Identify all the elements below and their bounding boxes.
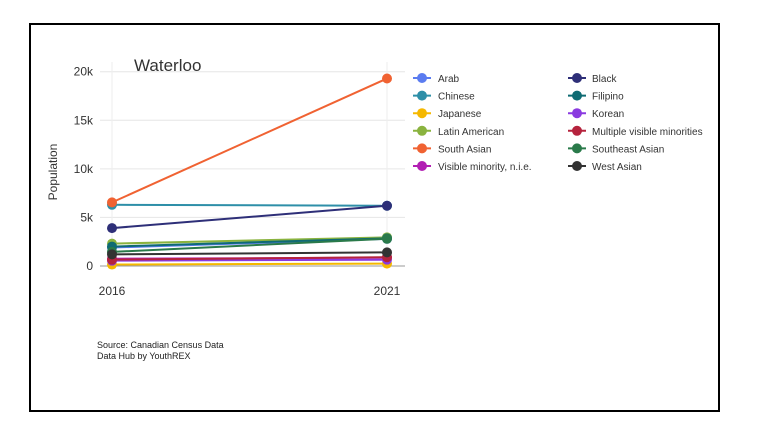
source-line-1: Source: Canadian Census Data: [97, 340, 224, 350]
legend-swatch-marker: [572, 143, 582, 154]
legend-label: Korean: [592, 109, 624, 120]
series-line: [111, 251, 388, 256]
legend-swatch-marker: [417, 161, 427, 171]
series-line: [111, 204, 388, 230]
y-axis-label: Population: [46, 144, 60, 201]
data-point: [382, 233, 392, 244]
data-point: [382, 200, 392, 211]
data-point: [107, 223, 117, 234]
y-tick-label: 10k: [74, 162, 94, 176]
legend-label: West Asian: [592, 162, 642, 173]
data-point: [107, 197, 117, 208]
series-line: [111, 258, 388, 262]
data-point: [107, 249, 117, 260]
legend-swatch-marker: [417, 143, 427, 154]
chart-title: Waterloo: [134, 56, 201, 75]
legend-swatch-marker: [572, 73, 582, 83]
legend-swatch-marker: [572, 90, 582, 101]
y-tick-label: 5k: [80, 210, 94, 224]
series-line: [111, 203, 388, 207]
source-note: Source: Canadian Census Data Data Hub by…: [97, 340, 224, 362]
legend-label: Southeast Asian: [592, 144, 664, 155]
y-tick-label: 15k: [74, 113, 94, 127]
data-point: [382, 247, 392, 258]
series-line: [111, 77, 388, 204]
legend-label: Multiple visible minorities: [592, 127, 703, 138]
x-tick-label: 2021: [374, 284, 401, 298]
legend-label: Visible minority, n.i.e.: [438, 162, 532, 173]
legend-swatch-marker: [572, 161, 582, 171]
legend-label: Black: [592, 74, 617, 85]
legend-label: Filipino: [592, 92, 624, 103]
y-tick-label: 0: [86, 259, 93, 273]
legend-label: South Asian: [438, 144, 491, 155]
legend-swatch-marker: [417, 108, 427, 119]
series-line: [111, 236, 388, 245]
y-tick-label: 20k: [74, 65, 94, 79]
legend-swatch-marker: [417, 125, 427, 136]
series-line: [111, 256, 388, 261]
legend-label: Latin American: [438, 127, 504, 138]
legend-swatch-marker: [572, 108, 582, 119]
legend-swatch-marker: [572, 125, 582, 136]
series-line: [111, 262, 388, 266]
legend-swatch-marker: [417, 73, 427, 83]
source-line-2: Data Hub by YouthREX: [97, 351, 191, 361]
legend-swatch-marker: [417, 90, 427, 101]
series-line: [111, 237, 388, 248]
legend-label: Arab: [438, 74, 460, 85]
legend-label: Chinese: [438, 92, 475, 103]
series-line: [111, 237, 388, 253]
legend-label: Japanese: [438, 109, 482, 120]
x-tick-label: 2016: [99, 284, 126, 298]
data-point: [382, 73, 392, 84]
